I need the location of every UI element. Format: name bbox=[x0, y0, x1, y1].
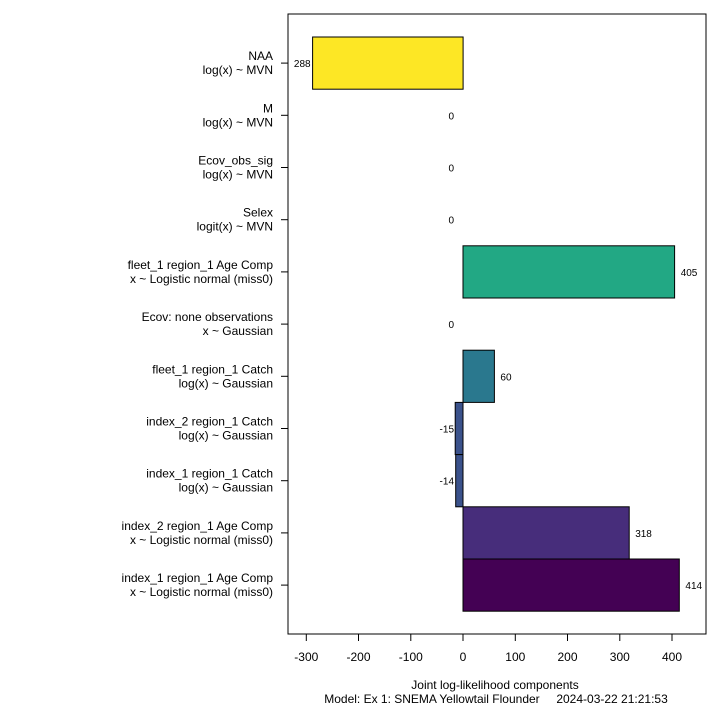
bar-8 bbox=[455, 454, 464, 508]
x-axis: -300 -200 -100 0 100 200 300 400 bbox=[294, 633, 682, 664]
x-tick-label-4: 100 bbox=[505, 650, 525, 664]
bar-4 bbox=[462, 245, 676, 299]
value-label-3: 0 bbox=[448, 216, 454, 227]
bar-10 bbox=[462, 558, 680, 612]
category-label-10-line2: x ~ Logistic normal (miss0) bbox=[130, 585, 273, 599]
value-label-7: -15 bbox=[440, 425, 455, 436]
x-tick-label-3: 0 bbox=[460, 650, 467, 664]
x-tick-label-1: -200 bbox=[346, 650, 370, 664]
data-labels-group: 288 0 0 0 405 0 60 -15 -14 318 414 bbox=[294, 59, 703, 592]
bars-group bbox=[312, 36, 680, 612]
category-label-6-line1: fleet_1 region_1 Catch bbox=[152, 362, 273, 376]
category-label-2-line1: Ecov_obs_sig bbox=[198, 154, 273, 168]
bar-9 bbox=[462, 506, 630, 560]
category-label-5-line1: Ecov: none observations bbox=[142, 310, 273, 324]
bar-7 bbox=[454, 401, 464, 456]
x-tick-label-0: -300 bbox=[294, 650, 318, 664]
value-label-9: 318 bbox=[635, 529, 652, 540]
category-label-9-line1: index_2 region_1 Age Comp bbox=[122, 519, 274, 533]
category-label-3-line2: logit(x) ~ MVN bbox=[197, 220, 273, 234]
value-label-0: 288 bbox=[294, 59, 311, 70]
category-label-6-line2: log(x) ~ Gaussian bbox=[179, 376, 273, 390]
category-label-0-line1: NAA bbox=[248, 49, 273, 63]
category-label-10-line1: index_1 region_1 Age Comp bbox=[122, 571, 274, 585]
chart-caption: Model: Ex 1: SNEMA Yellowtail Flounder 2… bbox=[324, 692, 668, 706]
category-label-1-line2: log(x) ~ MVN bbox=[203, 115, 273, 129]
x-tick-label-7: 400 bbox=[662, 650, 682, 664]
value-label-8: -14 bbox=[440, 477, 455, 488]
value-label-6: 60 bbox=[500, 372, 512, 383]
x-axis-title: Joint log-likelihood components bbox=[411, 678, 578, 692]
category-label-7-line1: index_2 region_1 Catch bbox=[146, 415, 273, 429]
category-label-1-line1: M bbox=[263, 101, 273, 115]
category-label-4-line2: x ~ Logistic normal (miss0) bbox=[130, 272, 273, 286]
category-label-5-line2: x ~ Gaussian bbox=[203, 324, 273, 338]
category-label-8-line2: log(x) ~ Gaussian bbox=[179, 481, 273, 495]
value-label-5: 0 bbox=[448, 320, 454, 331]
category-label-3-line1: Selex bbox=[243, 206, 273, 220]
value-label-10: 414 bbox=[685, 581, 702, 592]
x-tick-label-5: 200 bbox=[557, 650, 577, 664]
category-label-2-line2: log(x) ~ MVN bbox=[203, 168, 273, 182]
category-label-4-line1: fleet_1 region_1 Age Comp bbox=[128, 258, 274, 272]
bar-0 bbox=[312, 36, 464, 90]
category-label-7-line2: log(x) ~ Gaussian bbox=[179, 429, 273, 443]
value-label-2: 0 bbox=[448, 164, 454, 175]
category-label-8-line1: index_1 region_1 Catch bbox=[146, 467, 273, 481]
category-label-0-line2: log(x) ~ MVN bbox=[203, 63, 273, 77]
x-tick-label-2: -100 bbox=[399, 650, 423, 664]
x-tick-label-6: 300 bbox=[610, 650, 630, 664]
value-label-4: 405 bbox=[681, 268, 698, 279]
value-label-1: 0 bbox=[448, 111, 454, 122]
category-label-9-line2: x ~ Logistic normal (miss0) bbox=[130, 533, 273, 547]
bar-6 bbox=[462, 349, 495, 403]
